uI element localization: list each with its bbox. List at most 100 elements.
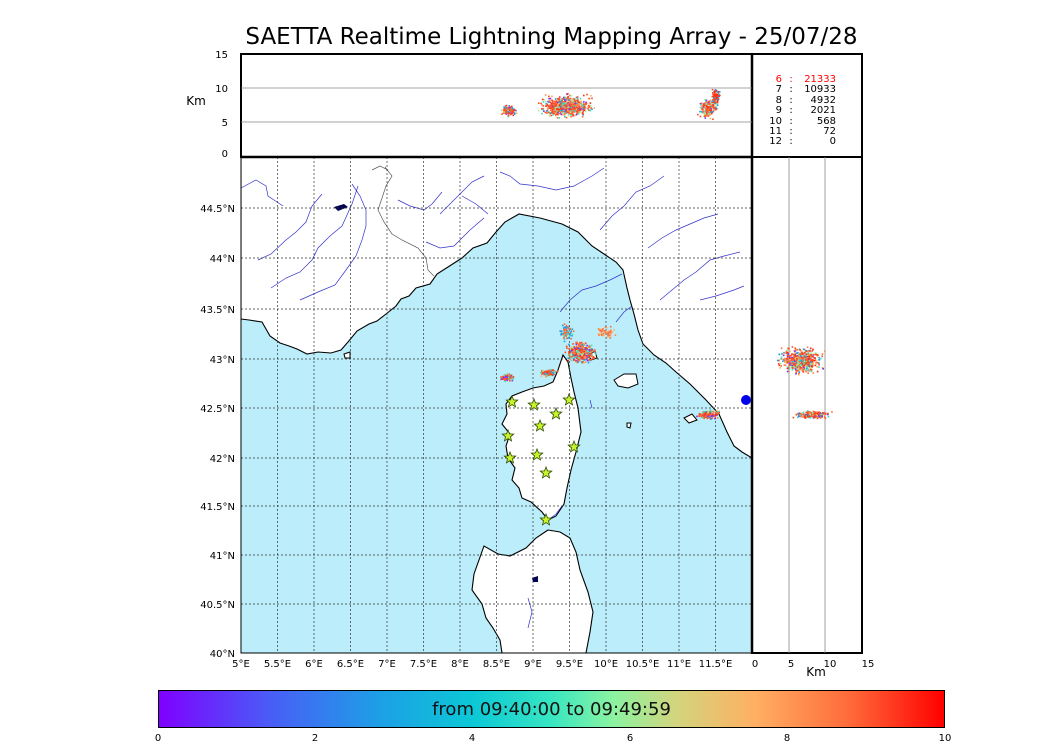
lightning-point	[573, 106, 576, 109]
lightning-point	[822, 368, 824, 370]
lightning-point	[803, 411, 805, 413]
lightning-point	[563, 115, 566, 118]
lightning-point	[814, 414, 817, 417]
lightning-point	[564, 110, 566, 113]
count-legend: 6:21333 7:10933 8:4932 9:2021 10:568 11:72 12:…	[758, 74, 858, 148]
lightning-point	[797, 366, 800, 369]
lightning-point	[584, 107, 587, 109]
lightning-point	[547, 111, 550, 114]
lightning-point	[793, 366, 796, 368]
lightning-point	[570, 354, 572, 356]
lightning-point	[702, 412, 704, 414]
lightning-point	[544, 94, 547, 96]
lightning-point	[611, 331, 614, 333]
lightning-point	[820, 357, 822, 360]
lightning-point	[551, 371, 553, 374]
lightning-point	[703, 111, 705, 114]
lightning-point	[795, 413, 798, 416]
lightning-point	[815, 415, 817, 418]
lightning-point	[580, 355, 583, 357]
lightning-point	[800, 412, 803, 415]
lightning-point	[608, 330, 610, 333]
chart-title: SAETTA Realtime Lightning Mapping Array …	[245, 24, 858, 50]
lightning-point	[556, 101, 559, 104]
lightning-point	[808, 415, 811, 418]
lightning-point	[708, 103, 711, 105]
lightning-point	[576, 348, 579, 350]
lightning-point	[565, 116, 568, 119]
side-tick-label: 15	[862, 659, 875, 670]
lightning-point	[704, 105, 707, 108]
lightning-point	[707, 104, 710, 106]
lightning-point	[704, 98, 706, 101]
lightning-point	[574, 347, 576, 350]
lightning-point	[571, 346, 574, 349]
lightning-point	[545, 110, 548, 112]
lightning-point	[801, 353, 803, 356]
lightning-point	[787, 353, 790, 356]
lightning-point	[541, 371, 543, 373]
lightning-point	[807, 410, 809, 412]
lightning-point	[717, 96, 719, 98]
lightning-point	[798, 353, 800, 355]
lightning-point	[554, 100, 556, 103]
lightning-point	[709, 108, 711, 111]
lightning-point	[577, 351, 580, 353]
lightning-point	[579, 355, 581, 357]
lightning-point	[581, 105, 584, 107]
lightning-point	[557, 111, 559, 114]
lightning-point	[500, 378, 502, 381]
star-icon	[549, 406, 563, 420]
lon-tick-label: 8°E	[451, 659, 469, 670]
lightning-point	[598, 329, 601, 332]
lightning-point	[797, 416, 799, 419]
lightning-point	[584, 349, 586, 351]
lightning-point	[700, 415, 703, 418]
lightning-point	[590, 351, 593, 354]
lightning-point	[542, 105, 545, 107]
lightning-point	[801, 368, 804, 371]
lightning-point	[818, 356, 820, 359]
lightning-point	[806, 358, 808, 360]
lightning-point	[786, 352, 788, 355]
lightning-point	[555, 114, 557, 117]
lightning-point	[701, 107, 704, 110]
lightning-point	[507, 111, 510, 113]
lightning-point	[584, 342, 587, 344]
lightning-point	[556, 113, 559, 116]
lightning-point	[551, 95, 553, 98]
lightning-point	[559, 102, 561, 105]
lightning-point	[575, 359, 578, 362]
lightning-point	[715, 97, 718, 99]
lightning-point	[546, 109, 549, 112]
lightning-point	[546, 104, 548, 107]
lightning-point	[810, 352, 812, 354]
lightning-point	[713, 97, 715, 99]
lightning-point	[807, 369, 809, 371]
blue-dot-icon	[741, 395, 751, 405]
lightning-point	[578, 105, 581, 108]
lightning-point	[814, 359, 817, 362]
lightning-point	[560, 100, 563, 102]
lightning-point	[810, 366, 812, 368]
lightning-point	[801, 361, 804, 364]
lightning-point	[589, 356, 592, 358]
lightning-point	[821, 411, 824, 414]
lightning-point	[548, 111, 551, 114]
lightning-point	[803, 363, 805, 366]
lightning-point	[714, 411, 717, 414]
lightning-point	[510, 375, 512, 377]
lightning-point	[565, 324, 568, 327]
lightning-point	[711, 413, 714, 415]
lightning-point	[713, 108, 715, 111]
lightning-point	[698, 414, 700, 416]
lightning-point	[806, 355, 809, 358]
lightning-point	[796, 348, 799, 351]
lightning-point	[814, 364, 817, 367]
lightning-point	[561, 330, 563, 332]
lightning-point	[801, 357, 803, 360]
lightning-point	[572, 97, 575, 100]
lightning-point	[541, 108, 543, 110]
lightning-point	[777, 362, 780, 365]
lightning-point	[579, 360, 581, 362]
